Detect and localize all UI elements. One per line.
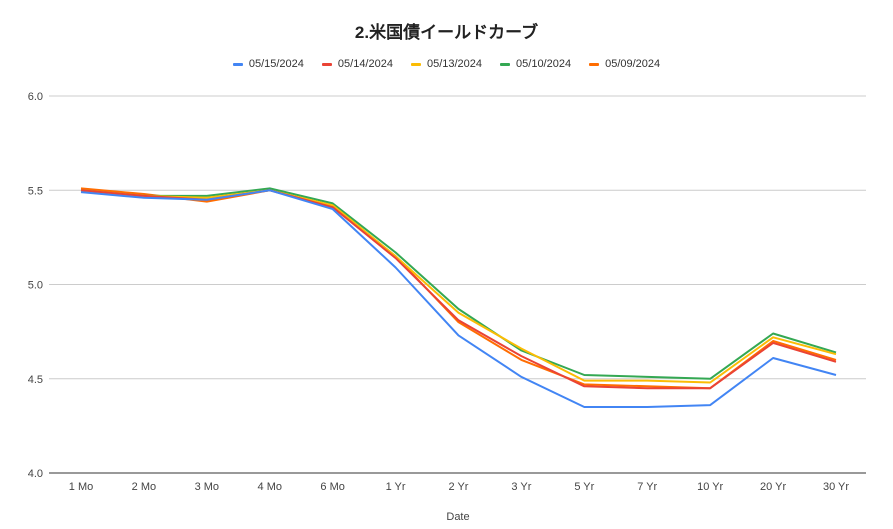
- legend-item: 05/13/2024: [410, 58, 483, 70]
- series-line: [80, 189, 837, 384]
- y-tick-labels: 4.0 4.5 5.0 5.5 6.0: [28, 91, 43, 480]
- grid-layer: [49, 95, 866, 474]
- x-tick-label: 20 Yr: [760, 481, 786, 493]
- legend-item: 05/15/2024: [232, 58, 304, 70]
- x-tick-label: 3 Mo: [195, 481, 219, 493]
- legend-swatch: [589, 62, 600, 66]
- x-tick-label: 7 Yr: [637, 481, 657, 493]
- x-tick-label: 5 Yr: [574, 481, 594, 493]
- x-tick-label: 1 Yr: [386, 481, 406, 493]
- legend-item: 05/09/2024: [589, 58, 660, 70]
- y-tick-label: 4.5: [28, 374, 43, 386]
- x-tick-label: 4 Mo: [258, 481, 282, 493]
- series-line: [80, 189, 837, 390]
- x-tick-label: 3 Yr: [511, 481, 531, 493]
- legend-swatch: [232, 62, 243, 66]
- series-layer: [80, 187, 837, 408]
- legend-swatch: [410, 62, 421, 66]
- legend-label: 05/15/2024: [248, 58, 304, 70]
- chart-title: 2.米国債イールドカーブ: [354, 23, 539, 42]
- legend-label: 05/09/2024: [605, 58, 661, 70]
- legend-item: 05/14/2024: [321, 58, 393, 70]
- x-tick-labels: 1 Mo 2 Mo 3 Mo 4 Mo 6 Mo 1 Yr 2 Yr 3 Yr 5 Yr 7 Yr…: [69, 481, 850, 493]
- series-line: [80, 189, 837, 408]
- y-tick-label: 4.0: [28, 468, 43, 480]
- x-tick-label: 2 Mo: [132, 481, 156, 493]
- legend-label: 05/10/2024: [516, 58, 572, 70]
- y-tick-label: 5.5: [28, 185, 43, 197]
- x-tick-label: 6 Mo: [320, 481, 344, 493]
- x-axis-label: Date: [446, 511, 469, 523]
- x-tick-label: 10 Yr: [697, 481, 723, 493]
- legend-label: 05/13/2024: [426, 58, 483, 70]
- series-line: [80, 187, 837, 390]
- x-tick-label: 30 Yr: [823, 481, 849, 493]
- legend: 05/15/2024 05/14/2024 05/13/2024 05/10/2024…: [0, 58, 893, 70]
- series-line: [80, 187, 837, 380]
- legend-swatch: [321, 62, 332, 66]
- y-tick-label: 6.0: [28, 91, 43, 103]
- x-tick-label: 1 Mo: [69, 481, 93, 493]
- legend-item: 05/10/2024: [500, 58, 571, 70]
- y-tick-label: 5.0: [28, 280, 43, 292]
- legend-label: 05/14/2024: [337, 58, 393, 70]
- legend-swatch: [500, 62, 511, 66]
- x-tick-label: 2 Yr: [449, 481, 469, 493]
